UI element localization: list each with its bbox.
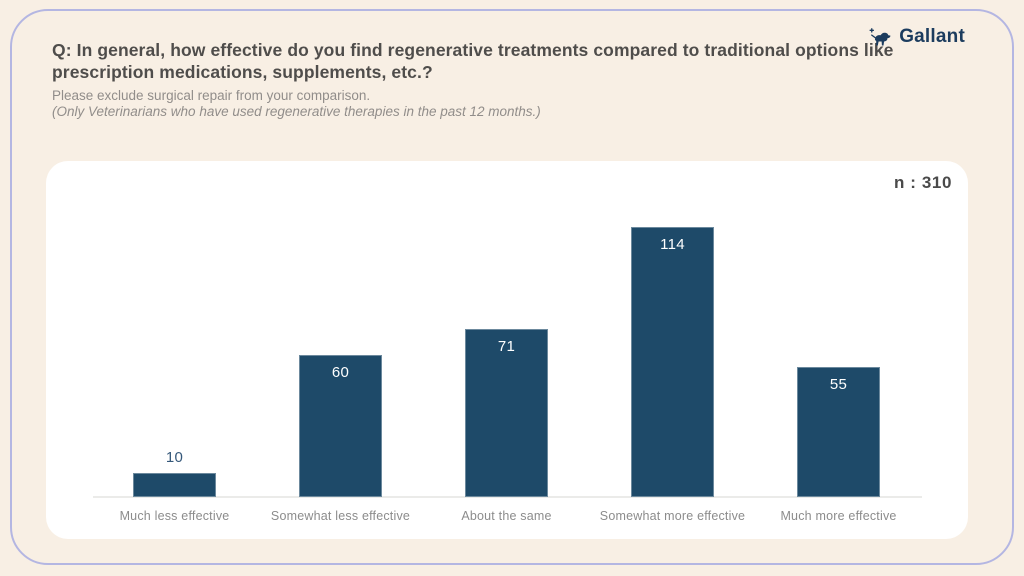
- bar: 55: [797, 367, 880, 497]
- bar-value-label: 114: [660, 236, 685, 253]
- category-label: Somewhat less effective: [270, 509, 411, 523]
- logo-text: Gallant: [899, 26, 965, 47]
- bar-value-label: 71: [497, 338, 516, 355]
- category-label: Much more effective: [780, 509, 897, 523]
- header: Q: In general, how effective do you find…: [52, 40, 907, 120]
- bar-chart: 10 Much less effective 60 Somewhat less eff…: [46, 161, 968, 539]
- x-axis-line: [93, 496, 922, 498]
- bar: 114: [631, 227, 714, 497]
- question-instruction: Please exclude surgical repair from your…: [52, 88, 371, 103]
- category-label: About the same: [461, 509, 552, 523]
- bar: 60: [299, 355, 382, 497]
- dog-body: [875, 32, 891, 45]
- category-label: Much less effective: [119, 509, 230, 523]
- bar-value-label: 10: [165, 449, 184, 466]
- bar: 71: [465, 329, 548, 497]
- gallant-logo: Gallant: [867, 26, 965, 48]
- bar-value-label: 55: [829, 376, 848, 393]
- dog-icon: [869, 27, 891, 45]
- category-label: Somewhat more effective: [599, 509, 746, 523]
- bar: [133, 473, 216, 497]
- question-title: Q: In general, how effective do you find…: [52, 40, 894, 82]
- sample-size-label: n : 310: [893, 173, 952, 192]
- bar-value-label: 60: [331, 364, 350, 381]
- chart-card: n : 310 10 Much less effective 60 Somewhat …: [46, 161, 968, 539]
- question-note: (Only Veterinarians who have used regene…: [52, 104, 541, 119]
